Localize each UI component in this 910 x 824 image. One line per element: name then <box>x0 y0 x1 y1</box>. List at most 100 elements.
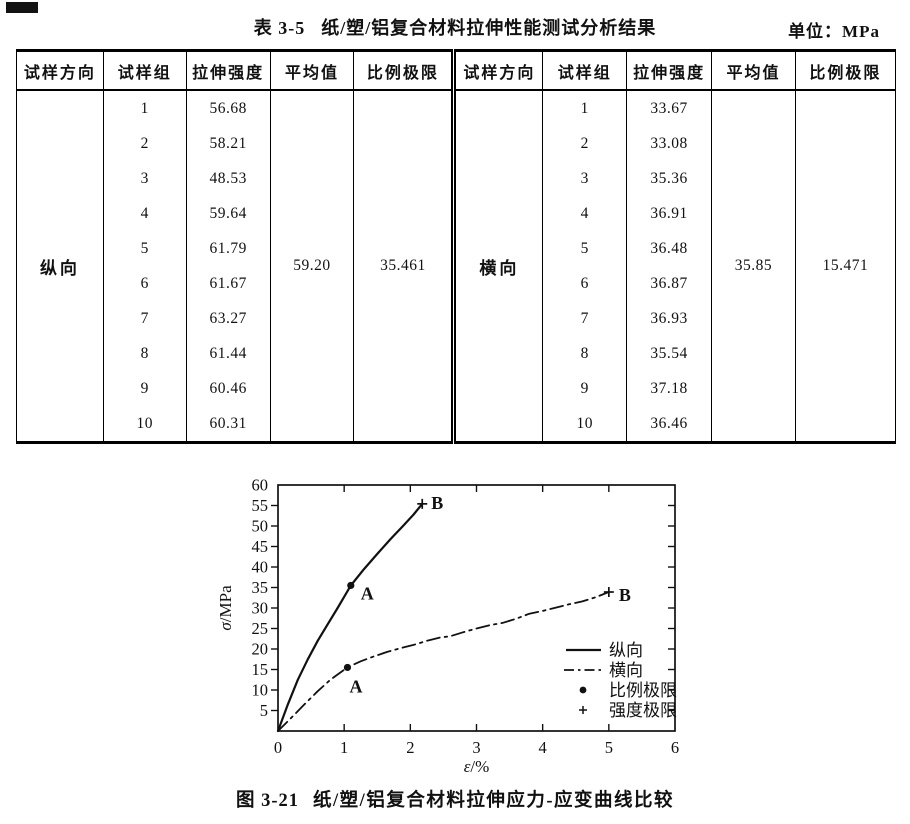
group-cell: 1 <box>102 90 187 126</box>
column-header: 试样组 <box>102 50 187 91</box>
y-tick-label: 5 <box>260 701 268 720</box>
table-row: 2 58.21 2 33.08 <box>17 126 896 161</box>
average-cell: 35.85 <box>711 90 796 443</box>
table-caption-title: 纸/塑/铝复合材料拉伸性能测试分析结果 <box>321 18 657 38</box>
column-header: 平均值 <box>711 50 796 91</box>
table-row: 7 63.27 7 36.93 <box>17 301 896 336</box>
point-label-B: B <box>619 585 631 605</box>
column-header: 比例极限 <box>353 50 455 91</box>
group-cell: 7 <box>542 301 628 336</box>
group-cell: 8 <box>102 336 187 371</box>
strength-limit-marker <box>417 498 428 509</box>
table-row: 6 61.67 6 36.87 <box>17 266 896 301</box>
group-cell: 4 <box>102 196 187 231</box>
direction-cell: 纵向 <box>16 90 104 443</box>
strength-cell: 36.46 <box>626 406 713 443</box>
group-cell: 2 <box>542 126 628 161</box>
point-label-A: A <box>349 676 362 696</box>
y-tick-label: 50 <box>252 517 269 536</box>
y-axis-label: σ/MPa <box>216 585 235 631</box>
x-tick-label: 5 <box>605 738 613 757</box>
group-cell: 9 <box>542 371 628 406</box>
chart-svg: 0 1 2 3 4 5 651015202530354045505560σ/MPaε/%AB… <box>216 476 679 777</box>
column-header: 平均值 <box>269 50 355 91</box>
strength-cell: 59.64 <box>185 196 271 231</box>
group-cell: 3 <box>102 161 187 196</box>
group-cell: 5 <box>102 231 187 266</box>
y-tick-label: 15 <box>252 660 269 679</box>
table-row: 9 60.46 9 37.18 <box>17 371 896 406</box>
group-cell: 5 <box>542 231 628 266</box>
table-row: 3 48.53 3 35.36 <box>17 161 896 196</box>
legend-label: 纵向 <box>609 641 643 660</box>
x-tick-label: 2 <box>406 738 414 757</box>
table-row: 4 59.64 4 36.91 <box>17 196 896 231</box>
column-header: 试样方向 <box>16 50 104 91</box>
strength-limit-marker <box>603 587 614 598</box>
strength-cell: 60.31 <box>185 406 271 443</box>
y-tick-label: 40 <box>252 558 269 577</box>
table-row: 10 60.31 10 36.46 <box>17 406 896 443</box>
table-row: 5 61.79 5 36.48 <box>17 231 896 266</box>
group-cell: 4 <box>542 196 628 231</box>
legend-dot-marker <box>579 686 587 694</box>
average-cell: 59.20 <box>269 90 355 443</box>
strength-cell: 48.53 <box>185 161 271 196</box>
strength-cell: 35.36 <box>626 161 713 196</box>
table-body: 纵向 1 56.68 59.20 35.461 横向 1 33.67 35.85 15.471 2 5… <box>16 90 897 443</box>
axis-ticks <box>271 485 675 731</box>
point-label-A: A <box>361 583 374 603</box>
figure-caption-title: 纸/塑/铝复合材料拉伸应力-应变曲线比较 <box>313 791 674 811</box>
y-tick-label: 55 <box>252 496 269 515</box>
results-table: 试样方向 试样组 拉伸强度 平均值 比例极限 试样方向 试样组 拉伸强度 平均值 比例极限 纵向 1… <box>16 49 897 444</box>
column-header: 试样方向 <box>451 50 544 91</box>
table-row: 纵向 1 56.68 59.20 35.461 横向 1 33.67 35.85 15.471 <box>16 90 897 443</box>
strength-cell: 35.54 <box>626 336 713 371</box>
y-tick-label: 60 <box>252 476 269 495</box>
group-cell: 10 <box>542 406 628 443</box>
figure-caption-label: 图 3-21 <box>236 791 300 811</box>
group-cell: 9 <box>102 371 187 406</box>
group-cell: 3 <box>542 161 628 196</box>
strength-cell: 36.93 <box>626 301 713 336</box>
proportional-limit-cell: 35.461 <box>353 90 455 443</box>
strength-cell: 61.44 <box>185 336 271 371</box>
group-cell: 7 <box>102 301 187 336</box>
table-caption: 表 3-5 纸/塑/铝复合材料拉伸性能测试分析结果 <box>0 14 910 40</box>
series-curve-2 <box>277 591 610 732</box>
strength-cell: 60.46 <box>185 371 271 406</box>
direction-cell: 横向 <box>451 90 544 443</box>
point-label-B: B <box>431 493 443 513</box>
strength-cell: 61.79 <box>185 231 271 266</box>
strength-cell: 56.68 <box>185 90 271 126</box>
scan-artifact-mark <box>6 2 38 13</box>
series-curve-1 <box>276 502 424 733</box>
group-cell: 10 <box>102 406 187 443</box>
x-tick-label: 6 <box>671 738 679 757</box>
group-cell: 1 <box>542 90 628 126</box>
stress-strain-chart: 0 1 2 3 4 5 6 5 10 15 20 25 30 35 40 45 50 55 60 σ/MPa ε/% A B… <box>213 462 723 780</box>
legend-label: 比例极限 <box>609 681 677 700</box>
strength-cell: 33.08 <box>626 126 713 161</box>
table-header-row: 试样方向 试样组 拉伸强度 平均值 比例极限 试样方向 试样组 拉伸强度 平均值 比例极限 <box>16 50 897 91</box>
group-cell: 6 <box>102 266 187 301</box>
figure-caption: 图 3-21 纸/塑/铝复合材料拉伸应力-应变曲线比较 <box>0 786 910 812</box>
x-tick-label: 0 <box>274 738 282 757</box>
y-tick-label: 25 <box>252 619 269 638</box>
y-tick-label: 30 <box>252 599 269 618</box>
strength-cell: 61.67 <box>185 266 271 301</box>
column-header: 比例极限 <box>794 50 897 91</box>
x-axis-label: ε/% <box>464 757 490 776</box>
group-cell: 8 <box>542 336 628 371</box>
strength-cell: 37.18 <box>626 371 713 406</box>
y-tick-label: 10 <box>252 681 269 700</box>
table-row: 8 61.44 8 35.54 <box>17 336 896 371</box>
proportional-limit-marker <box>347 581 355 590</box>
x-tick-label: 3 <box>472 738 480 757</box>
strength-cell: 36.87 <box>626 266 713 301</box>
strength-cell: 58.21 <box>185 126 271 161</box>
strength-cell: 36.48 <box>626 231 713 266</box>
strength-cell: 36.91 <box>626 196 713 231</box>
column-header: 拉伸强度 <box>626 50 713 91</box>
